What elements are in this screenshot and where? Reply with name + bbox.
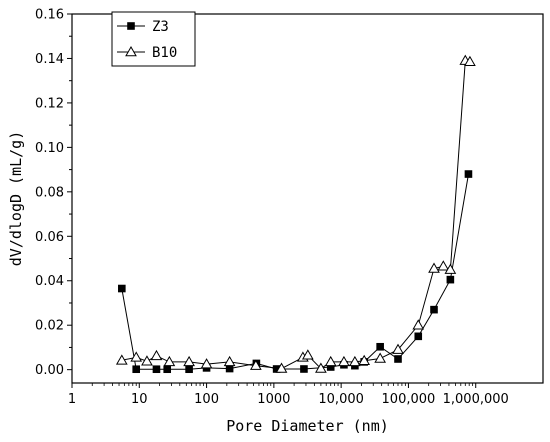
data-point-b10: [163, 355, 176, 367]
y-tick-label: 0.00: [35, 363, 64, 378]
data-point-z3: [326, 363, 335, 371]
legend: Z3 B10: [111, 11, 196, 67]
y-tick-label: 0.02: [35, 319, 64, 334]
y-tick-label: 0.16: [35, 8, 64, 23]
y-axis: 0.00 0.02 0.04 0.06 0.08 0.10 0.12 0.14 0.16: [35, 8, 72, 378]
data-point-z3: [394, 355, 402, 363]
data-point-z3: [163, 365, 172, 374]
y-tick-label: 0.12: [35, 96, 64, 111]
x-tick-label: 1: [68, 392, 76, 407]
y-tick-label: 0.04: [35, 274, 64, 289]
data-point-b10: [412, 319, 425, 330]
x-tick-label: 1000: [257, 392, 290, 407]
legend-box: [111, 11, 196, 67]
data-point-b10: [223, 355, 236, 367]
data-point-b10: [358, 354, 371, 366]
legend-marker: [127, 22, 135, 30]
data-point-z3: [225, 364, 234, 373]
series-layer: [115, 54, 476, 374]
data-point-b10: [374, 352, 387, 363]
data-point-b10: [130, 351, 143, 362]
data-point-z3: [376, 342, 384, 351]
y-tick-label: 0.14: [35, 52, 64, 67]
x-tick-label: 100: [194, 392, 219, 407]
data-point-z3: [414, 332, 423, 341]
y-axis-title: dV/dlogD (mL/g): [7, 131, 25, 266]
legend-marker: [125, 45, 137, 57]
data-point-b10: [428, 262, 440, 273]
plot-border: [71, 13, 544, 384]
data-point-b10: [437, 260, 450, 271]
x-tick-label: 1,000,000: [443, 392, 509, 407]
x-tick-label: 100,000: [382, 392, 436, 407]
x-tick-label: 10: [131, 392, 148, 407]
data-point-b10: [141, 355, 153, 366]
data-point-b10: [338, 355, 350, 367]
data-point-b10: [444, 263, 457, 274]
x-axis-title: Pore Diameter (nm): [226, 417, 389, 435]
y-tick-label: 0.10: [35, 141, 64, 156]
data-point-z3: [446, 275, 455, 284]
data-point-z3: [185, 365, 193, 374]
data-point-b10: [324, 355, 337, 367]
data-point-b10: [200, 358, 213, 369]
data-point-z3: [272, 365, 281, 373]
series-z3: [118, 170, 473, 374]
data-point-z3: [464, 170, 473, 178]
y-tick-label: 0.06: [35, 230, 64, 245]
data-point-z3: [430, 305, 438, 314]
data-point-b10: [315, 362, 327, 373]
data-point-b10: [464, 55, 476, 67]
data-point-b10: [349, 355, 361, 367]
data-point-b10: [301, 349, 314, 360]
data-point-b10: [392, 343, 404, 354]
x-axis: 1 10 100 1000 10,000 100,000 1,000,000: [68, 383, 509, 407]
legend-label: B10: [152, 45, 177, 61]
data-point-b10: [183, 355, 195, 367]
data-point-z3: [118, 284, 126, 293]
plot-frame: [71, 13, 544, 384]
data-point-b10: [275, 362, 288, 373]
data-point-z3: [132, 365, 141, 374]
data-point-z3: [300, 365, 308, 373]
data-point-b10: [150, 349, 163, 361]
y-tick-label: 0.08: [35, 185, 64, 200]
data-point-b10: [115, 354, 128, 365]
x-tick-label: 10,000: [318, 392, 364, 407]
series-b10: [115, 54, 476, 373]
data-point-z3: [152, 365, 161, 374]
legend-label: Z3: [152, 19, 169, 35]
data-point-b10: [249, 359, 262, 370]
